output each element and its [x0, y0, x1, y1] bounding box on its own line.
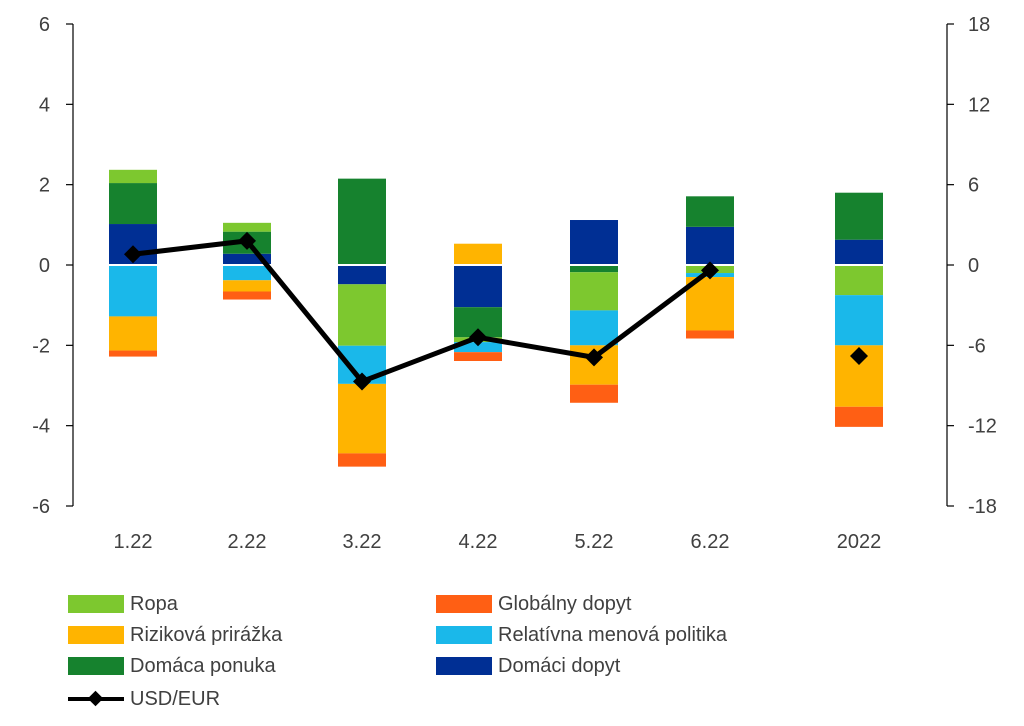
x-tick-label: 2.22 — [228, 531, 267, 553]
usd-eur-marker-2022 — [850, 347, 868, 366]
usd-eur-marker-2-22 — [238, 231, 256, 250]
bar-ropa-2-22 — [223, 222, 271, 232]
x-tick-label: 2022 — [837, 531, 882, 553]
bar-globalny-dopyt-4-22 — [454, 352, 502, 361]
x-tick-label: 6.22 — [691, 531, 730, 553]
usd-eur-marker-3-22 — [353, 372, 371, 391]
bar-domaci-dopyt-4-22 — [454, 265, 502, 308]
bar-ropa-3-22 — [338, 284, 386, 346]
bar-rizikova-prirazka-4-22 — [454, 243, 502, 265]
legend-item-domaca-ponuka: Domáca ponuka — [68, 652, 276, 680]
bar-domaca-ponuka-5-22 — [570, 265, 618, 273]
bar-ropa-5-22 — [570, 272, 618, 311]
legend-label-ropa: Ropa — [130, 592, 178, 615]
bar-ropa-2022 — [835, 265, 883, 296]
right-tick-label: -12 — [968, 416, 997, 438]
chart-legend: Ropa Globálny dopyt Riziková prirážka Re… — [0, 586, 1024, 726]
right-tick-label: -18 — [968, 496, 997, 518]
x-tick-label: 5.22 — [575, 531, 614, 553]
legend-item-domaci-dopyt: Domáci dopyt — [436, 652, 620, 680]
usd-eur-marker-6-22 — [701, 261, 719, 280]
legend-label-globalny-dopyt: Globálny dopyt — [498, 592, 632, 615]
bar-globalny-dopyt-2-22 — [223, 291, 271, 300]
bar-globalny-dopyt-1-22 — [109, 350, 157, 357]
x-tick-label: 3.22 — [343, 531, 382, 553]
legend-label-domaci-dopyt: Domáci dopyt — [498, 654, 621, 677]
bar-domaca-ponuka-2022 — [835, 192, 883, 240]
legend-swatch-ropa — [68, 595, 124, 613]
bar-rizikova-prirazka-1-22 — [109, 316, 157, 351]
bar-rizikova-prirazka-2-22 — [223, 280, 271, 292]
bar-domaca-ponuka-1-22 — [109, 183, 157, 225]
bar-relativna-menova-politika-2022 — [835, 295, 883, 346]
legend-swatch-rizikova-prirazka — [68, 626, 124, 644]
legend-label-relativna-menova-politika: Relatívna menová politika — [498, 623, 728, 646]
right-tick-label: 0 — [968, 255, 979, 277]
usd-eur-marker-1-22 — [124, 245, 142, 264]
right-tick-label: 18 — [968, 14, 990, 36]
x-tick-label: 1.22 — [114, 531, 153, 553]
bar-domaci-dopyt-2022 — [835, 239, 883, 265]
legend-swatch-usd-eur — [68, 690, 124, 708]
bar-domaca-ponuka-6-22 — [686, 196, 734, 227]
legend-label-rizikova-prirazka: Riziková prirážka — [130, 623, 283, 646]
legend-item-usd-eur: USD/EUR — [68, 685, 220, 713]
bar-domaci-dopyt-5-22 — [570, 220, 618, 265]
usd-eur-line — [132, 238, 712, 384]
legend-item-ropa: Ropa — [68, 590, 178, 618]
bar-globalny-dopyt-2022 — [835, 406, 883, 427]
legend-label-domaca-ponuka: Domáca ponuka — [130, 654, 276, 677]
bar-domaca-ponuka-3-22 — [338, 178, 386, 265]
bar-domaci-dopyt-3-22 — [338, 265, 386, 285]
left-tick-label: -2 — [32, 335, 50, 357]
usd-eur-marker-5-22 — [585, 348, 603, 367]
bar-globalny-dopyt-5-22 — [570, 384, 618, 403]
bar-relativna-menova-politika-4-22 — [454, 342, 502, 353]
legend-item-globalny-dopyt: Globálny dopyt — [436, 590, 631, 618]
left-tick-label: 6 — [39, 14, 50, 36]
legend-label-usd-eur: USD/EUR — [130, 687, 221, 710]
left-tick-label: -4 — [32, 416, 50, 438]
legend-item-rizikova-prirazka: Riziková prirážka — [68, 621, 282, 649]
right-tick-label: 6 — [968, 175, 979, 197]
bar-domaci-dopyt-6-22 — [686, 226, 734, 265]
bar-relativna-menova-politika-2-22 — [223, 265, 271, 281]
left-tick-label: -6 — [32, 496, 50, 518]
bar-relativna-menova-politika-5-22 — [570, 310, 618, 346]
bar-globalny-dopyt-3-22 — [338, 453, 386, 467]
left-tick-label: 4 — [39, 94, 50, 116]
bar-relativna-menova-politika-1-22 — [109, 265, 157, 317]
legend-item-relativna-menova-politika: Relatívna menová politika — [436, 621, 727, 649]
usd-eur-marker-4-22 — [469, 328, 487, 347]
chart-plot: 6 4 2 0 -2 -4 -6 18 12 6 0 -6 -12 -18 1.22 2.22 3.22 4.22… — [32, 14, 997, 553]
left-tick-label: 2 — [39, 175, 50, 197]
left-tick-label: 0 — [39, 255, 50, 277]
bar-rizikova-prirazka-6-22 — [686, 277, 734, 331]
bar-rizikova-prirazka-3-22 — [338, 383, 386, 454]
x-tick-label: 4.22 — [459, 531, 498, 553]
bar-ropa-1-22 — [109, 169, 157, 184]
right-tick-label: 12 — [968, 94, 990, 116]
right-tick-label: -6 — [968, 335, 986, 357]
bar-domaci-dopyt-2-22 — [223, 253, 271, 265]
legend-swatch-domaca-ponuka — [68, 657, 124, 675]
legend-swatch-relativna-menova-politika — [436, 626, 492, 644]
legend-swatch-domaci-dopyt — [436, 657, 492, 675]
bar-globalny-dopyt-6-22 — [686, 330, 734, 339]
legend-swatch-globalny-dopyt — [436, 595, 492, 613]
